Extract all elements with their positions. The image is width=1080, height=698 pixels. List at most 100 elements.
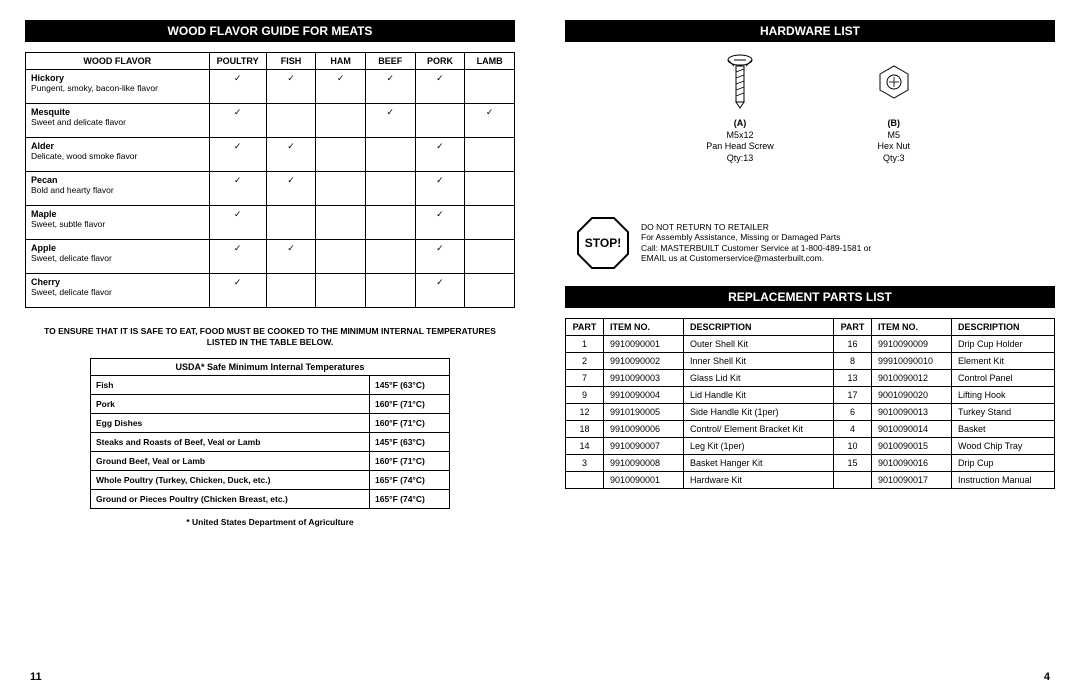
parts-cell: Basket xyxy=(952,420,1055,437)
wood-check-cell xyxy=(266,274,316,308)
parts-cell xyxy=(566,471,604,488)
parts-cell: 17 xyxy=(834,386,872,403)
usda-cell: 160°F (71°C) xyxy=(370,395,450,414)
wood-col-header: WOOD FLAVOR xyxy=(26,53,210,70)
wood-check-cell xyxy=(365,240,415,274)
parts-cell: 4 xyxy=(834,420,872,437)
hw-a-name: Pan Head Screw xyxy=(706,141,774,153)
wood-check-cell xyxy=(365,206,415,240)
safety-note: TO ENSURE THAT IT IS SAFE TO EAT, FOOD M… xyxy=(35,326,505,348)
wood-check-cell xyxy=(465,240,515,274)
wood-check-cell xyxy=(465,70,515,104)
hw-a-label: (A) xyxy=(734,118,747,128)
wood-check-cell xyxy=(365,274,415,308)
wood-flavor-cell: AlderDelicate, wood smoke flavor xyxy=(26,138,210,172)
wood-check-cell: ✓ xyxy=(365,70,415,104)
parts-col-header: PART xyxy=(566,318,604,335)
parts-cell: Glass Lid Kit xyxy=(684,369,834,386)
parts-cell: 9 xyxy=(566,386,604,403)
parts-cell: 12 xyxy=(566,403,604,420)
parts-col-header: DESCRIPTION xyxy=(952,318,1055,335)
hexnut-icon xyxy=(874,52,914,112)
parts-cell: 7 xyxy=(566,369,604,386)
wood-check-cell: ✓ xyxy=(415,274,465,308)
hw-b-spec: M5 xyxy=(874,130,914,142)
wood-check-cell: ✓ xyxy=(209,104,266,138)
parts-cell: Side Handle Kit (1per) xyxy=(684,403,834,420)
wood-flavor-cell: MesquiteSweet and delicate flavor xyxy=(26,104,210,138)
parts-cell: 9010090001 xyxy=(604,471,684,488)
wood-col-header: PORK xyxy=(415,53,465,70)
parts-cell: Basket Hanger Kit xyxy=(684,454,834,471)
parts-cell: 15 xyxy=(834,454,872,471)
parts-cell: 9910090008 xyxy=(604,454,684,471)
wood-check-cell xyxy=(266,206,316,240)
stop-icon: STOP! xyxy=(575,215,631,271)
wood-check-cell xyxy=(465,206,515,240)
wood-check-cell xyxy=(465,138,515,172)
usda-footnote: * United States Department of Agricultur… xyxy=(25,517,515,527)
screw-icon xyxy=(724,52,756,112)
usda-cell: 145°F (63°C) xyxy=(370,376,450,395)
parts-cell: Element Kit xyxy=(952,352,1055,369)
page-number-left: 11 xyxy=(30,671,42,683)
page-number-right: 4 xyxy=(1044,671,1050,683)
parts-cell: 1 xyxy=(566,335,604,352)
right-page: HARDWARE LIST (A) M5x12 Pan Head Screw Q… xyxy=(540,0,1080,698)
usda-cell: 145°F (63°C) xyxy=(370,433,450,452)
wood-check-cell: ✓ xyxy=(266,172,316,206)
parts-col-header: ITEM NO. xyxy=(872,318,952,335)
stop-line2: For Assembly Assistance, Missing or Dama… xyxy=(641,232,871,243)
parts-cell: Control Panel xyxy=(952,369,1055,386)
wood-check-cell xyxy=(465,274,515,308)
usda-cell: 165°F (74°C) xyxy=(370,490,450,509)
parts-cell: Lifting Hook xyxy=(952,386,1055,403)
wood-check-cell: ✓ xyxy=(209,138,266,172)
wood-check-cell: ✓ xyxy=(266,70,316,104)
parts-col-header: PART xyxy=(834,318,872,335)
wood-check-cell xyxy=(316,274,366,308)
wood-check-cell xyxy=(266,104,316,138)
wood-check-cell: ✓ xyxy=(209,172,266,206)
parts-cell: 9910090004 xyxy=(604,386,684,403)
parts-cell: 9910190005 xyxy=(604,403,684,420)
wood-check-cell: ✓ xyxy=(209,240,266,274)
wood-check-cell xyxy=(316,104,366,138)
parts-cell: 9910090001 xyxy=(604,335,684,352)
parts-cell: 9910090003 xyxy=(604,369,684,386)
parts-cell: 9010090012 xyxy=(872,369,952,386)
usda-cell: Egg Dishes xyxy=(91,414,370,433)
wood-flavor-cell: HickoryPungent, smoky, bacon-like flavor xyxy=(26,70,210,104)
wood-flavor-cell: AppleSweet, delicate flavor xyxy=(26,240,210,274)
parts-cell: 9010090016 xyxy=(872,454,952,471)
wood-flavor-cell: PecanBold and hearty flavor xyxy=(26,172,210,206)
usda-cell: Pork xyxy=(91,395,370,414)
wood-check-cell xyxy=(316,240,366,274)
parts-cell: Drip Cup Holder xyxy=(952,335,1055,352)
parts-cell: 9010090017 xyxy=(872,471,952,488)
parts-col-header: ITEM NO. xyxy=(604,318,684,335)
wood-flavor-table: WOOD FLAVORPOULTRYFISHHAMBEEFPORKLAMB Hi… xyxy=(25,52,515,308)
parts-cell: 9010090014 xyxy=(872,420,952,437)
wood-flavor-cell: CherrySweet, delicate flavor xyxy=(26,274,210,308)
parts-cell: 9910090006 xyxy=(604,420,684,437)
wood-check-cell: ✓ xyxy=(209,274,266,308)
parts-cell: 18 xyxy=(566,420,604,437)
wood-check-cell xyxy=(365,172,415,206)
wood-check-cell: ✓ xyxy=(415,138,465,172)
left-page: WOOD FLAVOR GUIDE FOR MEATS WOOD FLAVORP… xyxy=(0,0,540,698)
stop-line3: Call: MASTERBUILT Customer Service at 1-… xyxy=(641,243,871,254)
parts-cell: Drip Cup xyxy=(952,454,1055,471)
wood-col-header: BEEF xyxy=(365,53,415,70)
parts-cell: Turkey Stand xyxy=(952,403,1055,420)
svg-text:STOP!: STOP! xyxy=(585,236,621,250)
parts-cell xyxy=(834,471,872,488)
wood-check-cell: ✓ xyxy=(209,70,266,104)
wood-check-cell: ✓ xyxy=(415,172,465,206)
parts-cell: 14 xyxy=(566,437,604,454)
usda-header: USDA* Safe Minimum Internal Temperatures xyxy=(91,359,450,376)
stop-line4: EMAIL us at Customerservice@masterbuilt.… xyxy=(641,253,871,264)
wood-check-cell xyxy=(316,172,366,206)
wood-check-cell xyxy=(415,104,465,138)
usda-cell: Ground Beef, Veal or Lamb xyxy=(91,452,370,471)
